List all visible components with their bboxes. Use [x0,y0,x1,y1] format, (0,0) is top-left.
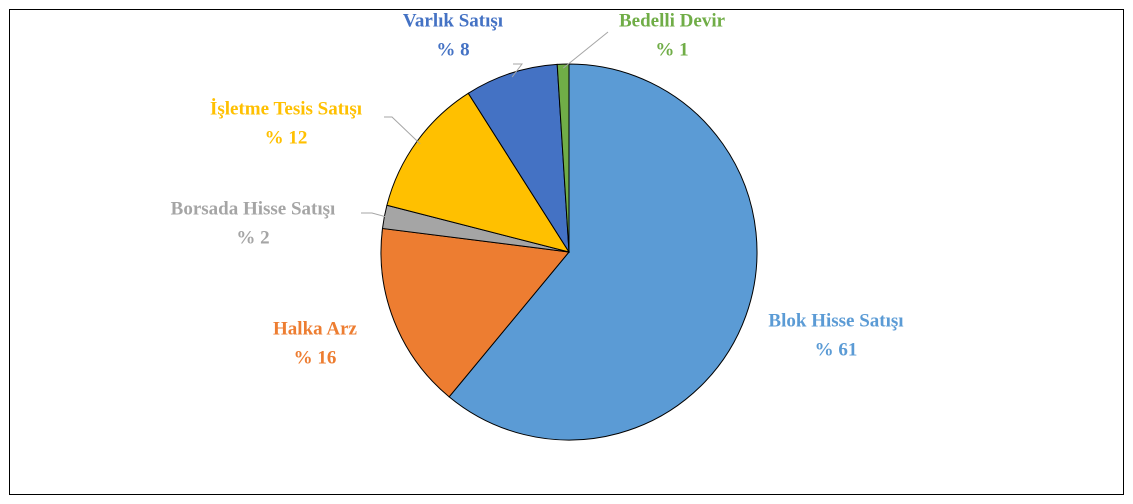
slice-label: İşletme Tesis Satışı [210,98,362,119]
slice-label: Halka Arz [273,318,357,339]
leader-line [562,31,609,69]
slice-value-label: % 61 [815,339,858,360]
slice-label: Varlık Satışı [403,10,503,31]
leader-line [384,116,421,145]
slice-value-label: % 12 [265,127,308,148]
pie-slice [380,227,570,398]
slice-value-label: % 1 [655,39,688,60]
slice-value-label: % 8 [436,39,469,60]
slice-value-label: % 2 [236,227,269,248]
slice-label: Bedelli Devir [619,10,726,31]
pie-slice [386,92,571,253]
leader-line [361,212,389,219]
slice-value-label: % 16 [294,347,337,368]
pie-slice [467,63,570,253]
leader-line [511,63,524,78]
pie-slice [448,63,758,441]
slice-label: Borsada Hisse Satışı [171,198,336,219]
slice-label: Blok Hisse Satışı [768,310,903,331]
